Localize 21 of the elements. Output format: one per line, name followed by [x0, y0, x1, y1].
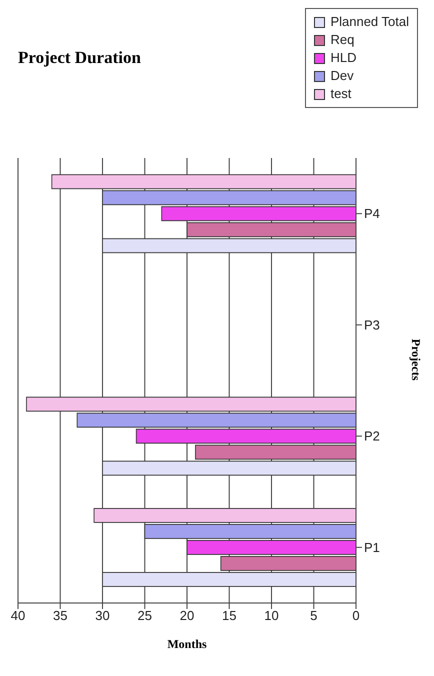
legend-label: test	[330, 85, 352, 103]
x-tick-label: 35	[53, 608, 68, 624]
x-tick-label: 10	[264, 608, 279, 624]
legend-label: Planned Total	[330, 13, 409, 31]
x-tick-label: 30	[95, 608, 110, 624]
x-tick-label: 40	[10, 608, 26, 624]
x-tick-label: 20	[180, 608, 194, 624]
legend-label: Dev	[330, 67, 354, 85]
y-axis-title: Projects	[408, 338, 423, 381]
x-tick-label: 0	[352, 608, 360, 624]
x-tick-label: 15	[222, 608, 236, 624]
y-tick-label: P3	[364, 317, 380, 332]
legend-label: HLD	[330, 49, 356, 67]
x-tick-label: 5	[310, 608, 318, 624]
y-tick-label: P2	[364, 428, 380, 444]
x-tick-label: 25	[138, 608, 152, 624]
y-tick-label: P4	[364, 206, 380, 222]
y-tick-label: P1	[364, 540, 380, 555]
x-axis-title: Months	[167, 637, 207, 651]
chart-title: Project Duration	[18, 48, 141, 68]
legend-label: Req	[330, 31, 354, 49]
